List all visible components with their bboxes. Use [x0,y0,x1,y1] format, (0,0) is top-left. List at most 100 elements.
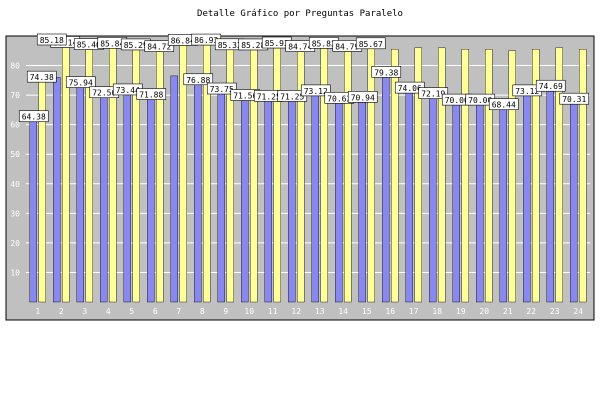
data-label-box [65,76,96,88]
data-label-text: 75.94 [69,79,93,88]
x-tick-label: 2 [59,307,64,316]
data-label-text: 70.00 [468,96,492,105]
bar-blue [241,90,249,303]
data-label-text: 73.75 [210,85,234,94]
x-tick-label: 9 [223,307,228,316]
data-label-text: 74.69 [539,82,563,91]
data-label-text: 70.31 [562,95,586,104]
data-label-blue: 73.12 [300,84,331,97]
bar-blue [382,67,390,303]
data-label-blue: 64.38 [18,110,49,123]
bar-blue [53,77,61,303]
bar-yellow [391,49,399,303]
x-tick-label: 10 [244,307,254,316]
y-tick-label: 50 [10,150,20,159]
data-label-yellow: 85.67 [355,37,386,50]
data-label-text: 85.28 [241,41,265,50]
data-label-blue: 75.94 [65,76,96,88]
x-tick-label: 4 [106,307,111,316]
data-label-text: 73.44 [116,86,140,95]
y-tick-label: 10 [10,268,20,277]
data-label-text: 85.93 [265,39,289,48]
y-tick-label: 70 [10,91,20,100]
data-label-text: 74.38 [30,73,54,82]
data-label-text: 71.88 [139,91,163,100]
x-tick-label: 13 [315,307,325,316]
x-tick-label: 16 [385,307,395,316]
x-tick-label: 20 [479,307,489,316]
bar-yellow [508,50,516,303]
x-tick-label: 5 [129,307,134,316]
data-label-text: 85.67 [359,40,383,49]
data-label-yellow: 74.38 [26,70,57,83]
data-label-blue: 68.44 [488,98,519,111]
x-tick-label: 15 [362,307,372,316]
bar-yellow [461,49,469,303]
data-label-text: 72.50 [92,89,116,98]
data-label-text: 84.79 [335,42,359,51]
data-label-box [355,37,386,50]
data-label-extra: 85.18 [36,33,67,46]
x-tick-label: 21 [503,307,513,316]
data-label-box [488,98,519,111]
bar-blue [288,91,296,303]
data-label-box [206,82,237,95]
bar-blue [476,94,484,303]
data-label-text: 86.84 [171,36,195,45]
data-label-text: 85.40 [77,41,101,50]
bar-blue [358,92,366,303]
x-tick-label: 17 [409,307,419,316]
data-label-blue: 71.88 [136,88,167,100]
bars [29,44,587,303]
bar-yellow [579,49,587,303]
bar-blue [335,93,343,303]
bar-yellow [344,51,352,303]
x-tick-label: 3 [82,307,87,316]
data-label-box [136,88,167,100]
data-label-text: 85.29 [124,41,148,50]
bar-blue [570,93,578,303]
bar-blue [452,94,460,303]
data-label-text: 71.56 [233,92,257,101]
data-label-text: 70.94 [351,93,375,102]
bar-blue [29,111,37,303]
data-label-text: 71.25 [257,92,281,101]
y-tick-label: 20 [10,239,20,248]
bar-blue [264,91,272,303]
x-tick-label: 22 [526,307,536,316]
data-label-text: 84.72 [147,43,171,52]
data-label-box [26,70,57,83]
bar-blue [123,84,131,303]
data-label-text: 85.18 [40,36,64,45]
data-label-text: 68.44 [492,101,516,110]
data-label-text: 84.74 [288,43,312,52]
bar-blue [147,89,155,303]
y-axis-ticks: 10 20 30 40 50 60 70 80 [10,62,20,278]
bar-blue [217,83,225,303]
bar-yellow [273,47,281,303]
bar-blue [100,87,108,303]
x-tick-label: 18 [432,307,442,316]
x-axis-ticks: 1 2 3 4 5 6 7 8 9 10 11 12 13 14 15 16 17 18 19 20 21 22 23 24 [35,307,583,316]
data-label-blue: 74.69 [535,79,566,92]
data-label-text: 70.62 [327,94,351,103]
bar-blue [523,85,531,303]
x-tick-label: 11 [268,307,278,316]
bar-blue [429,88,437,303]
data-label-box [183,73,214,86]
data-label-blue: 72.19 [418,87,449,99]
data-label-text: 79.38 [374,68,398,77]
data-label-text: 64.38 [22,113,46,122]
bar-yellow [555,47,563,303]
data-label-box [559,92,590,105]
bar-blue [311,85,319,303]
data-label-box [144,40,175,52]
bar-blue [546,81,554,303]
bar-blue [76,77,84,303]
bar-blue [499,99,507,303]
bar-yellow [414,47,422,303]
data-label-text: 74.06 [398,84,422,93]
data-label-text: 85.33 [218,41,242,50]
y-tick-label: 80 [10,62,20,71]
